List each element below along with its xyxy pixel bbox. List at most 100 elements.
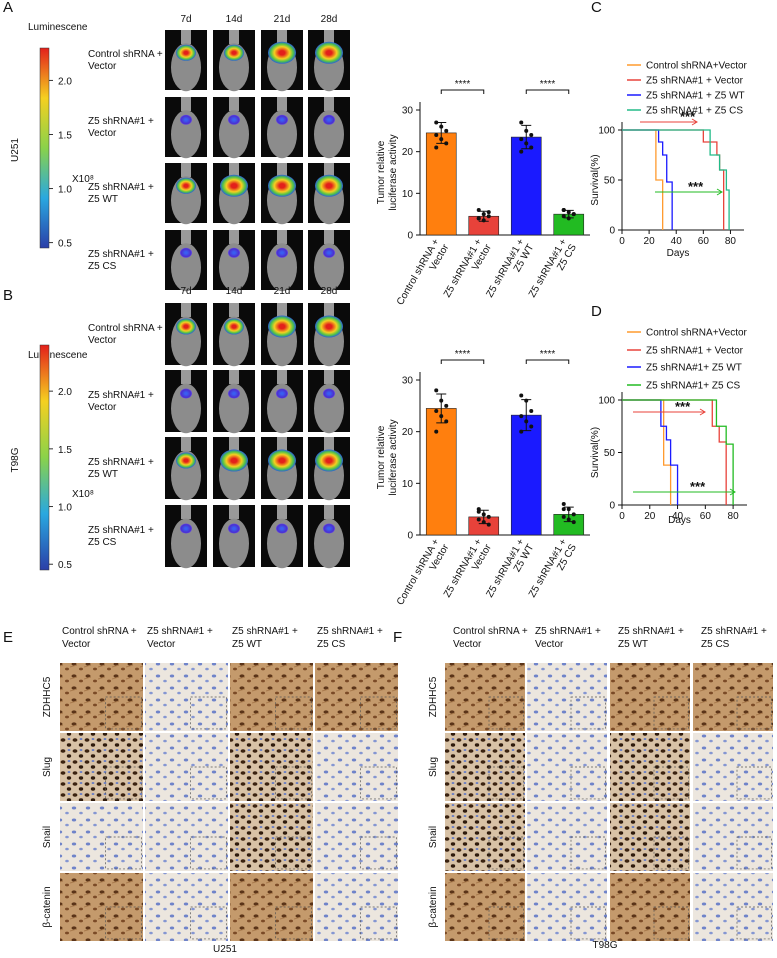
data-point bbox=[486, 522, 491, 527]
data-point bbox=[524, 419, 529, 424]
inset-box bbox=[570, 766, 606, 800]
annotation: *** bbox=[680, 109, 696, 124]
nose-cone bbox=[324, 437, 334, 451]
data-point bbox=[434, 120, 439, 125]
x-axis-label: Days bbox=[667, 248, 690, 259]
x-tick-label: 40 bbox=[672, 511, 684, 522]
ihc-image bbox=[527, 873, 607, 941]
data-point bbox=[519, 393, 524, 398]
data-point bbox=[571, 520, 576, 525]
ihc-image bbox=[60, 733, 143, 801]
data-point bbox=[434, 133, 439, 137]
y-tick-label: 100 bbox=[598, 396, 615, 407]
ihc-image bbox=[445, 663, 525, 731]
x-tick-label: 20 bbox=[644, 511, 656, 522]
inset-box bbox=[190, 836, 227, 870]
nose-cone bbox=[229, 505, 239, 519]
stain-label: Snail bbox=[428, 826, 439, 848]
significance-bracket bbox=[525, 89, 570, 94]
ihc-image bbox=[315, 803, 398, 871]
signal bbox=[276, 523, 288, 534]
data-point bbox=[444, 403, 449, 408]
data-point bbox=[566, 507, 571, 512]
significance-bracket bbox=[440, 89, 485, 94]
inset-box bbox=[360, 766, 397, 800]
annotation: *** bbox=[675, 399, 691, 414]
cell-line-label: T98G bbox=[10, 447, 21, 472]
x-tick-label: Control shRNA +Vector bbox=[395, 236, 452, 312]
significance-bracket bbox=[525, 359, 570, 364]
nose-cone bbox=[324, 303, 334, 317]
data-point bbox=[444, 141, 449, 146]
signal bbox=[176, 318, 196, 335]
mouse-body bbox=[314, 110, 344, 159]
ihc-image bbox=[693, 733, 773, 801]
survival-curve bbox=[622, 129, 725, 230]
inset-box bbox=[105, 696, 142, 730]
group-label: Z5 shRNA#1 + Vector bbox=[88, 390, 154, 413]
data-point bbox=[481, 212, 486, 217]
mouse-body bbox=[267, 110, 297, 159]
stain-label: Snail bbox=[42, 826, 53, 848]
nose-cone bbox=[324, 505, 334, 519]
ihc-image bbox=[693, 873, 773, 941]
nose-cone bbox=[277, 163, 287, 177]
x-axis-label: Days bbox=[668, 515, 691, 526]
inset-box bbox=[275, 836, 312, 870]
legend-label: Z5 shRNA#1+ Z5 CS bbox=[646, 381, 741, 392]
colorbar-tick-label: 2.0 bbox=[58, 76, 72, 87]
ihc-image bbox=[693, 663, 773, 731]
signal bbox=[323, 247, 335, 258]
ihc-image bbox=[230, 803, 313, 871]
mouse-body bbox=[171, 243, 201, 292]
nose-cone bbox=[181, 505, 191, 519]
data-point bbox=[481, 512, 486, 517]
column-header-line: Z5 WT bbox=[232, 639, 262, 650]
signal bbox=[224, 318, 244, 335]
data-point bbox=[529, 409, 534, 413]
nose-cone bbox=[229, 97, 239, 111]
data-point bbox=[519, 149, 524, 154]
signal bbox=[176, 177, 196, 194]
inset-box bbox=[736, 906, 772, 940]
signal bbox=[224, 44, 244, 61]
inset-box bbox=[570, 836, 606, 870]
stain-label: Slug bbox=[42, 757, 53, 777]
group-label-line: Z5 shRNA#1 + bbox=[88, 390, 154, 401]
nose-cone bbox=[229, 437, 239, 451]
annotation-arrow bbox=[640, 118, 698, 126]
group-label-line: Z5 shRNA#1 + bbox=[88, 182, 154, 193]
nose-cone bbox=[277, 437, 287, 451]
data-point bbox=[434, 409, 439, 413]
x-tick-label: Control shRNA +Vector bbox=[395, 536, 452, 612]
y-tick-label: 0 bbox=[609, 226, 615, 237]
data-point bbox=[561, 502, 566, 506]
ihc-image bbox=[145, 873, 228, 941]
ihc-image bbox=[610, 873, 690, 941]
colorbar-scale: X10⁸ bbox=[72, 174, 94, 185]
y-axis-label-line: luciferase activity bbox=[388, 419, 399, 495]
data-point bbox=[561, 507, 566, 512]
data-point bbox=[481, 218, 486, 223]
survival-curve bbox=[622, 129, 664, 230]
data-point bbox=[444, 128, 449, 133]
group-label-line: Control shRNA + bbox=[88, 323, 163, 334]
ihc-image bbox=[610, 733, 690, 801]
inset-box bbox=[360, 836, 397, 870]
mouse-body bbox=[219, 110, 249, 159]
group-label-line: Z5 CS bbox=[88, 261, 117, 272]
group-label-line: Z5 shRNA#1 + bbox=[88, 525, 154, 536]
column-header-line: Vector bbox=[453, 639, 482, 650]
y-tick-label: 100 bbox=[598, 126, 615, 137]
nose-cone bbox=[277, 97, 287, 111]
inset-box bbox=[105, 836, 142, 870]
ihc-image bbox=[445, 733, 525, 801]
mouse-body bbox=[171, 110, 201, 159]
stain-label: β-catenin bbox=[428, 886, 439, 927]
column-header-line: Vector bbox=[535, 639, 564, 650]
nose-cone bbox=[229, 230, 239, 244]
nose-cone bbox=[324, 163, 334, 177]
bar bbox=[425, 132, 457, 236]
inset-box bbox=[488, 906, 524, 940]
nose-cone bbox=[324, 370, 334, 384]
